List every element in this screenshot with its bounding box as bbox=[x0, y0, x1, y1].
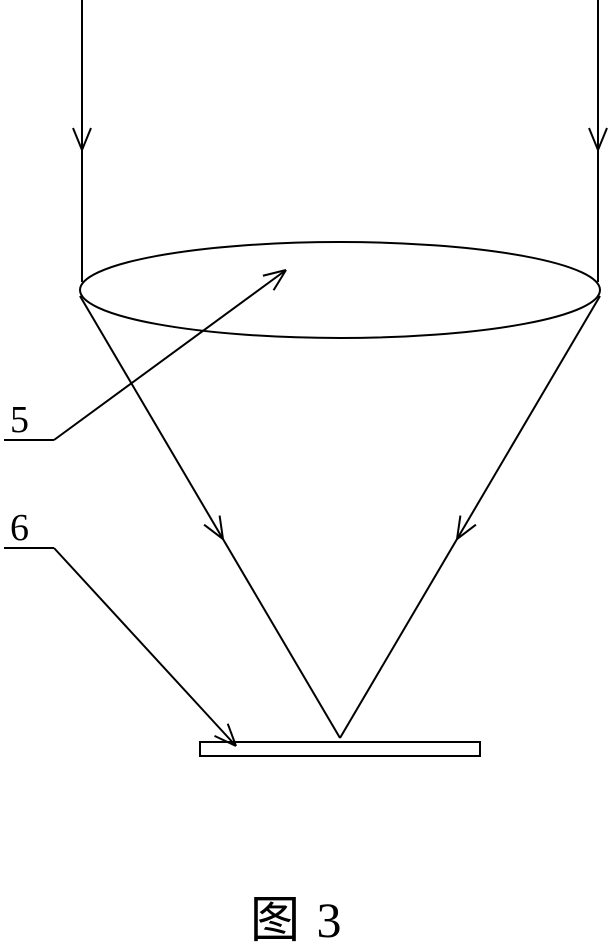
incoming-ray-arrow-1 bbox=[589, 128, 598, 150]
callout-label-0: 5 bbox=[10, 399, 29, 441]
cone-edge-right bbox=[340, 296, 600, 738]
incoming-ray-arrow-0 bbox=[82, 128, 91, 150]
diagram-svg: 56 bbox=[0, 0, 616, 935]
cone-edge-right-arrow bbox=[457, 525, 476, 539]
incoming-ray-arrow-0 bbox=[73, 128, 82, 150]
incoming-ray-arrow-1 bbox=[598, 128, 607, 150]
figure-caption: 图 3 bbox=[250, 880, 344, 952]
callout-leader-1 bbox=[54, 548, 236, 746]
cone-edge-left-arrow bbox=[204, 525, 223, 539]
ring-ellipse bbox=[80, 242, 600, 338]
callout-label-1: 6 bbox=[10, 507, 29, 549]
callout-leader-0 bbox=[54, 270, 286, 440]
diagram-stage: 56 图 3 bbox=[0, 0, 616, 935]
cone-edge-left bbox=[80, 296, 340, 738]
plate-rect bbox=[200, 742, 480, 756]
